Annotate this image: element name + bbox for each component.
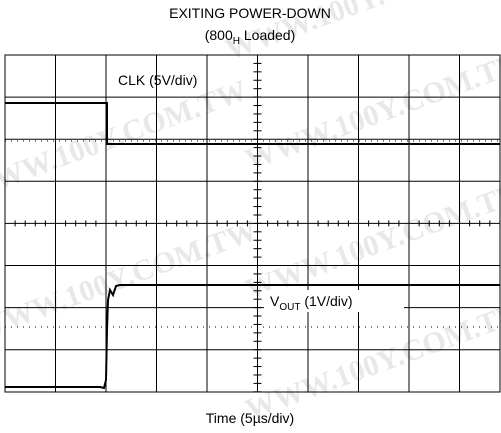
horizontal-lines bbox=[5, 96, 500, 351]
label-background bbox=[264, 290, 404, 312]
watermark: WWW.100Y.COM.TW bbox=[0, 74, 251, 207]
watermark: WWW.100Y.COM.TW bbox=[241, 294, 501, 427]
title: EXITING POWER-DOWN bbox=[169, 5, 331, 21]
vout-label: VOUT (1V/div) bbox=[270, 293, 353, 313]
subtitle-text: Loaded) bbox=[240, 27, 295, 43]
graticule bbox=[4, 54, 501, 393]
vout-label-subscript: OUT bbox=[279, 302, 300, 313]
vout-label-text: V bbox=[270, 293, 280, 309]
clk-label: CLK (5V/div) bbox=[118, 72, 197, 88]
axis-ticks bbox=[4, 54, 501, 393]
watermark: WWW.100Y.COM.TW bbox=[0, 214, 261, 347]
clk-trace bbox=[5, 102, 500, 145]
vout-trace bbox=[5, 284, 500, 390]
subtitle-subscript: H bbox=[233, 36, 240, 47]
subtitle-text: (800 bbox=[205, 27, 233, 43]
vout-label-text: (1V/div) bbox=[300, 293, 352, 309]
x-axis-label: Time (5µs/div) bbox=[206, 410, 294, 426]
subtitle: (800H Loaded) bbox=[205, 27, 296, 47]
watermark: WWW.100Y.COM.TW bbox=[241, 174, 501, 307]
watermark: WWW.100Y.COM.TW bbox=[241, 44, 501, 177]
